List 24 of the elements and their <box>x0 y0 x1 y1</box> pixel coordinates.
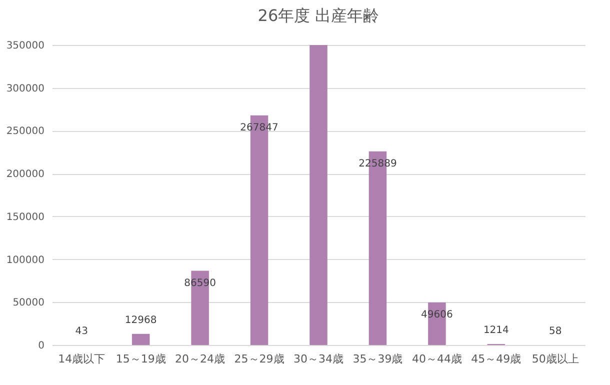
x-tick-label: 15～19歳 <box>116 352 166 366</box>
chart-title: 26年度 出産年齢 <box>258 6 380 25</box>
y-tick-label: 0 <box>38 340 44 352</box>
y-tick-label: 200000 <box>6 169 44 180</box>
y-tick-label: 300000 <box>6 83 44 94</box>
y-tick-label: 150000 <box>6 212 44 223</box>
y-tick-label: 100000 <box>6 254 44 266</box>
x-tick-label: 45～49歳 <box>471 352 522 366</box>
x-tick-label: 25～29歳 <box>234 352 284 366</box>
x-tick-label: 50歳以上 <box>532 352 579 366</box>
y-tick-label: 350000 <box>6 40 44 52</box>
x-tick-label: 35～39歳 <box>352 352 403 366</box>
bar <box>132 334 150 345</box>
data-label: 12968 <box>124 314 157 326</box>
data-label: 58 <box>549 326 562 337</box>
data-label: 43 <box>75 326 88 337</box>
bar <box>310 45 328 345</box>
y-tick-label: 50000 <box>12 298 44 309</box>
x-tick-label: 20～24歳 <box>175 352 226 366</box>
data-label: 1214 <box>483 324 509 336</box>
x-tick-label: 40～44歳 <box>412 352 462 366</box>
y-tick-label: 250000 <box>6 126 44 138</box>
x-tick-label: 14歳以下 <box>58 352 106 366</box>
x-tick-label: 30～34歳 <box>294 352 344 366</box>
